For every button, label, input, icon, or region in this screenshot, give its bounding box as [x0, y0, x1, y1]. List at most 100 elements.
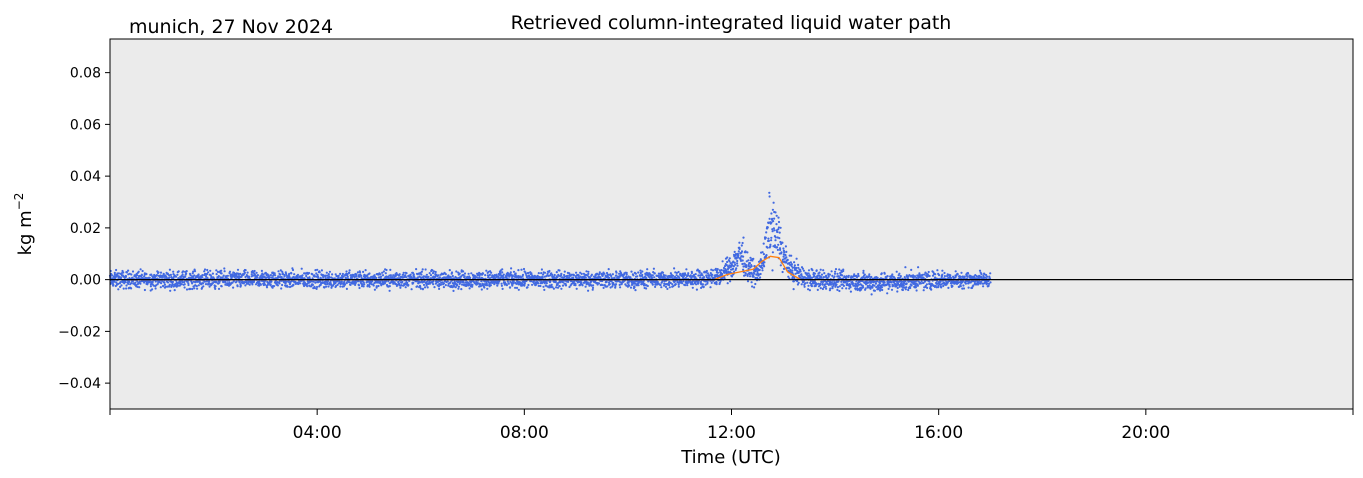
scatter-point [381, 271, 384, 274]
scatter-point [607, 268, 610, 271]
scatter-point [572, 274, 576, 277]
scatter-point [377, 279, 380, 282]
scatter-point [653, 276, 656, 279]
scatter-point [830, 270, 833, 273]
scatter-point [879, 287, 882, 290]
scatter-point [632, 274, 635, 277]
scatter-point [685, 280, 689, 283]
scatter-point [281, 283, 284, 287]
scatter-point [201, 274, 204, 277]
scatter-point [166, 281, 170, 284]
scatter-point [767, 237, 770, 240]
scatter-point [442, 286, 445, 289]
scatter-point [790, 254, 793, 257]
scatter-point [957, 281, 960, 284]
scatter-point [169, 289, 172, 292]
scatter-point [540, 272, 543, 275]
scatter-point [728, 257, 731, 260]
scatter-point [699, 276, 702, 279]
scatter-point [313, 275, 316, 278]
scatter-point [185, 288, 189, 291]
scatter-point [661, 271, 665, 274]
scatter-point [432, 283, 435, 286]
scatter-point [404, 274, 407, 277]
scatter-point [664, 274, 667, 277]
scatter-point [847, 274, 850, 277]
scatter-point [691, 286, 694, 289]
scatter-point [646, 268, 649, 271]
scatter-point [320, 269, 323, 272]
y-axis-label: kg m−2 [12, 193, 36, 256]
scatter-point [422, 283, 426, 286]
scatter-point [666, 276, 670, 279]
scatter-point [555, 271, 558, 274]
scatter-point [775, 214, 778, 217]
scatter-point [436, 280, 439, 284]
scatter-point [602, 286, 605, 289]
scatter-point [782, 255, 785, 258]
scatter-point [702, 276, 706, 279]
scatter-point [742, 236, 745, 239]
scatter-point [457, 287, 460, 290]
scatter-point [348, 281, 351, 284]
scatter-point [868, 273, 871, 276]
scatter-point [281, 270, 284, 273]
scatter-point [263, 283, 267, 286]
scatter-point [181, 281, 184, 284]
scatter-point [629, 286, 633, 289]
scatter-point [368, 285, 371, 288]
scatter-point [438, 287, 441, 290]
scatter-point [136, 285, 139, 288]
y-tick-label: 0.00 [70, 273, 101, 289]
scatter-point [551, 286, 554, 289]
scatter-point [285, 280, 288, 283]
scatter-point [455, 270, 458, 273]
scatter-point [873, 284, 876, 287]
scatter-point [467, 272, 470, 275]
scatter-point [706, 281, 709, 284]
scatter-point [231, 281, 234, 284]
scatter-point [203, 280, 206, 283]
scatter-point [803, 285, 806, 288]
scatter-point [618, 283, 621, 286]
scatter-point [587, 289, 590, 292]
scatter-point [732, 265, 736, 268]
scatter-point [278, 282, 281, 285]
scatter-point [471, 283, 474, 286]
scatter-point [542, 285, 545, 288]
scatter-point [315, 272, 318, 275]
scatter-point [140, 274, 143, 277]
scatter-point [935, 279, 939, 282]
scatter-point [253, 269, 256, 273]
scatter-point [610, 277, 614, 280]
scatter-point [485, 269, 488, 272]
scatter-point [568, 285, 571, 289]
scatter-point [428, 282, 431, 285]
scatter-point [122, 287, 125, 290]
scatter-point [456, 284, 459, 287]
scatter-point [791, 266, 794, 269]
scatter-point [746, 251, 749, 254]
scatter-point [510, 267, 513, 270]
scatter-point [447, 284, 450, 287]
scatter-point [208, 285, 211, 288]
scatter-point [943, 275, 947, 278]
scatter-point [771, 217, 774, 220]
scatter-point [769, 245, 772, 248]
scatter-point [354, 281, 357, 284]
scatter-point [819, 287, 822, 290]
scatter-point [113, 273, 116, 276]
scatter-point [563, 273, 566, 277]
scatter-point [172, 270, 175, 273]
scatter-point [251, 283, 254, 286]
scatter-point [221, 276, 224, 279]
scatter-point [723, 277, 726, 280]
scatter-point [587, 270, 590, 273]
scatter-point [723, 271, 726, 274]
scatter-point [294, 280, 297, 283]
scatter-point [853, 273, 856, 276]
scatter-point [881, 288, 884, 292]
scatter-point [206, 268, 209, 272]
scatter-point [951, 285, 954, 288]
scatter-point [818, 271, 821, 274]
